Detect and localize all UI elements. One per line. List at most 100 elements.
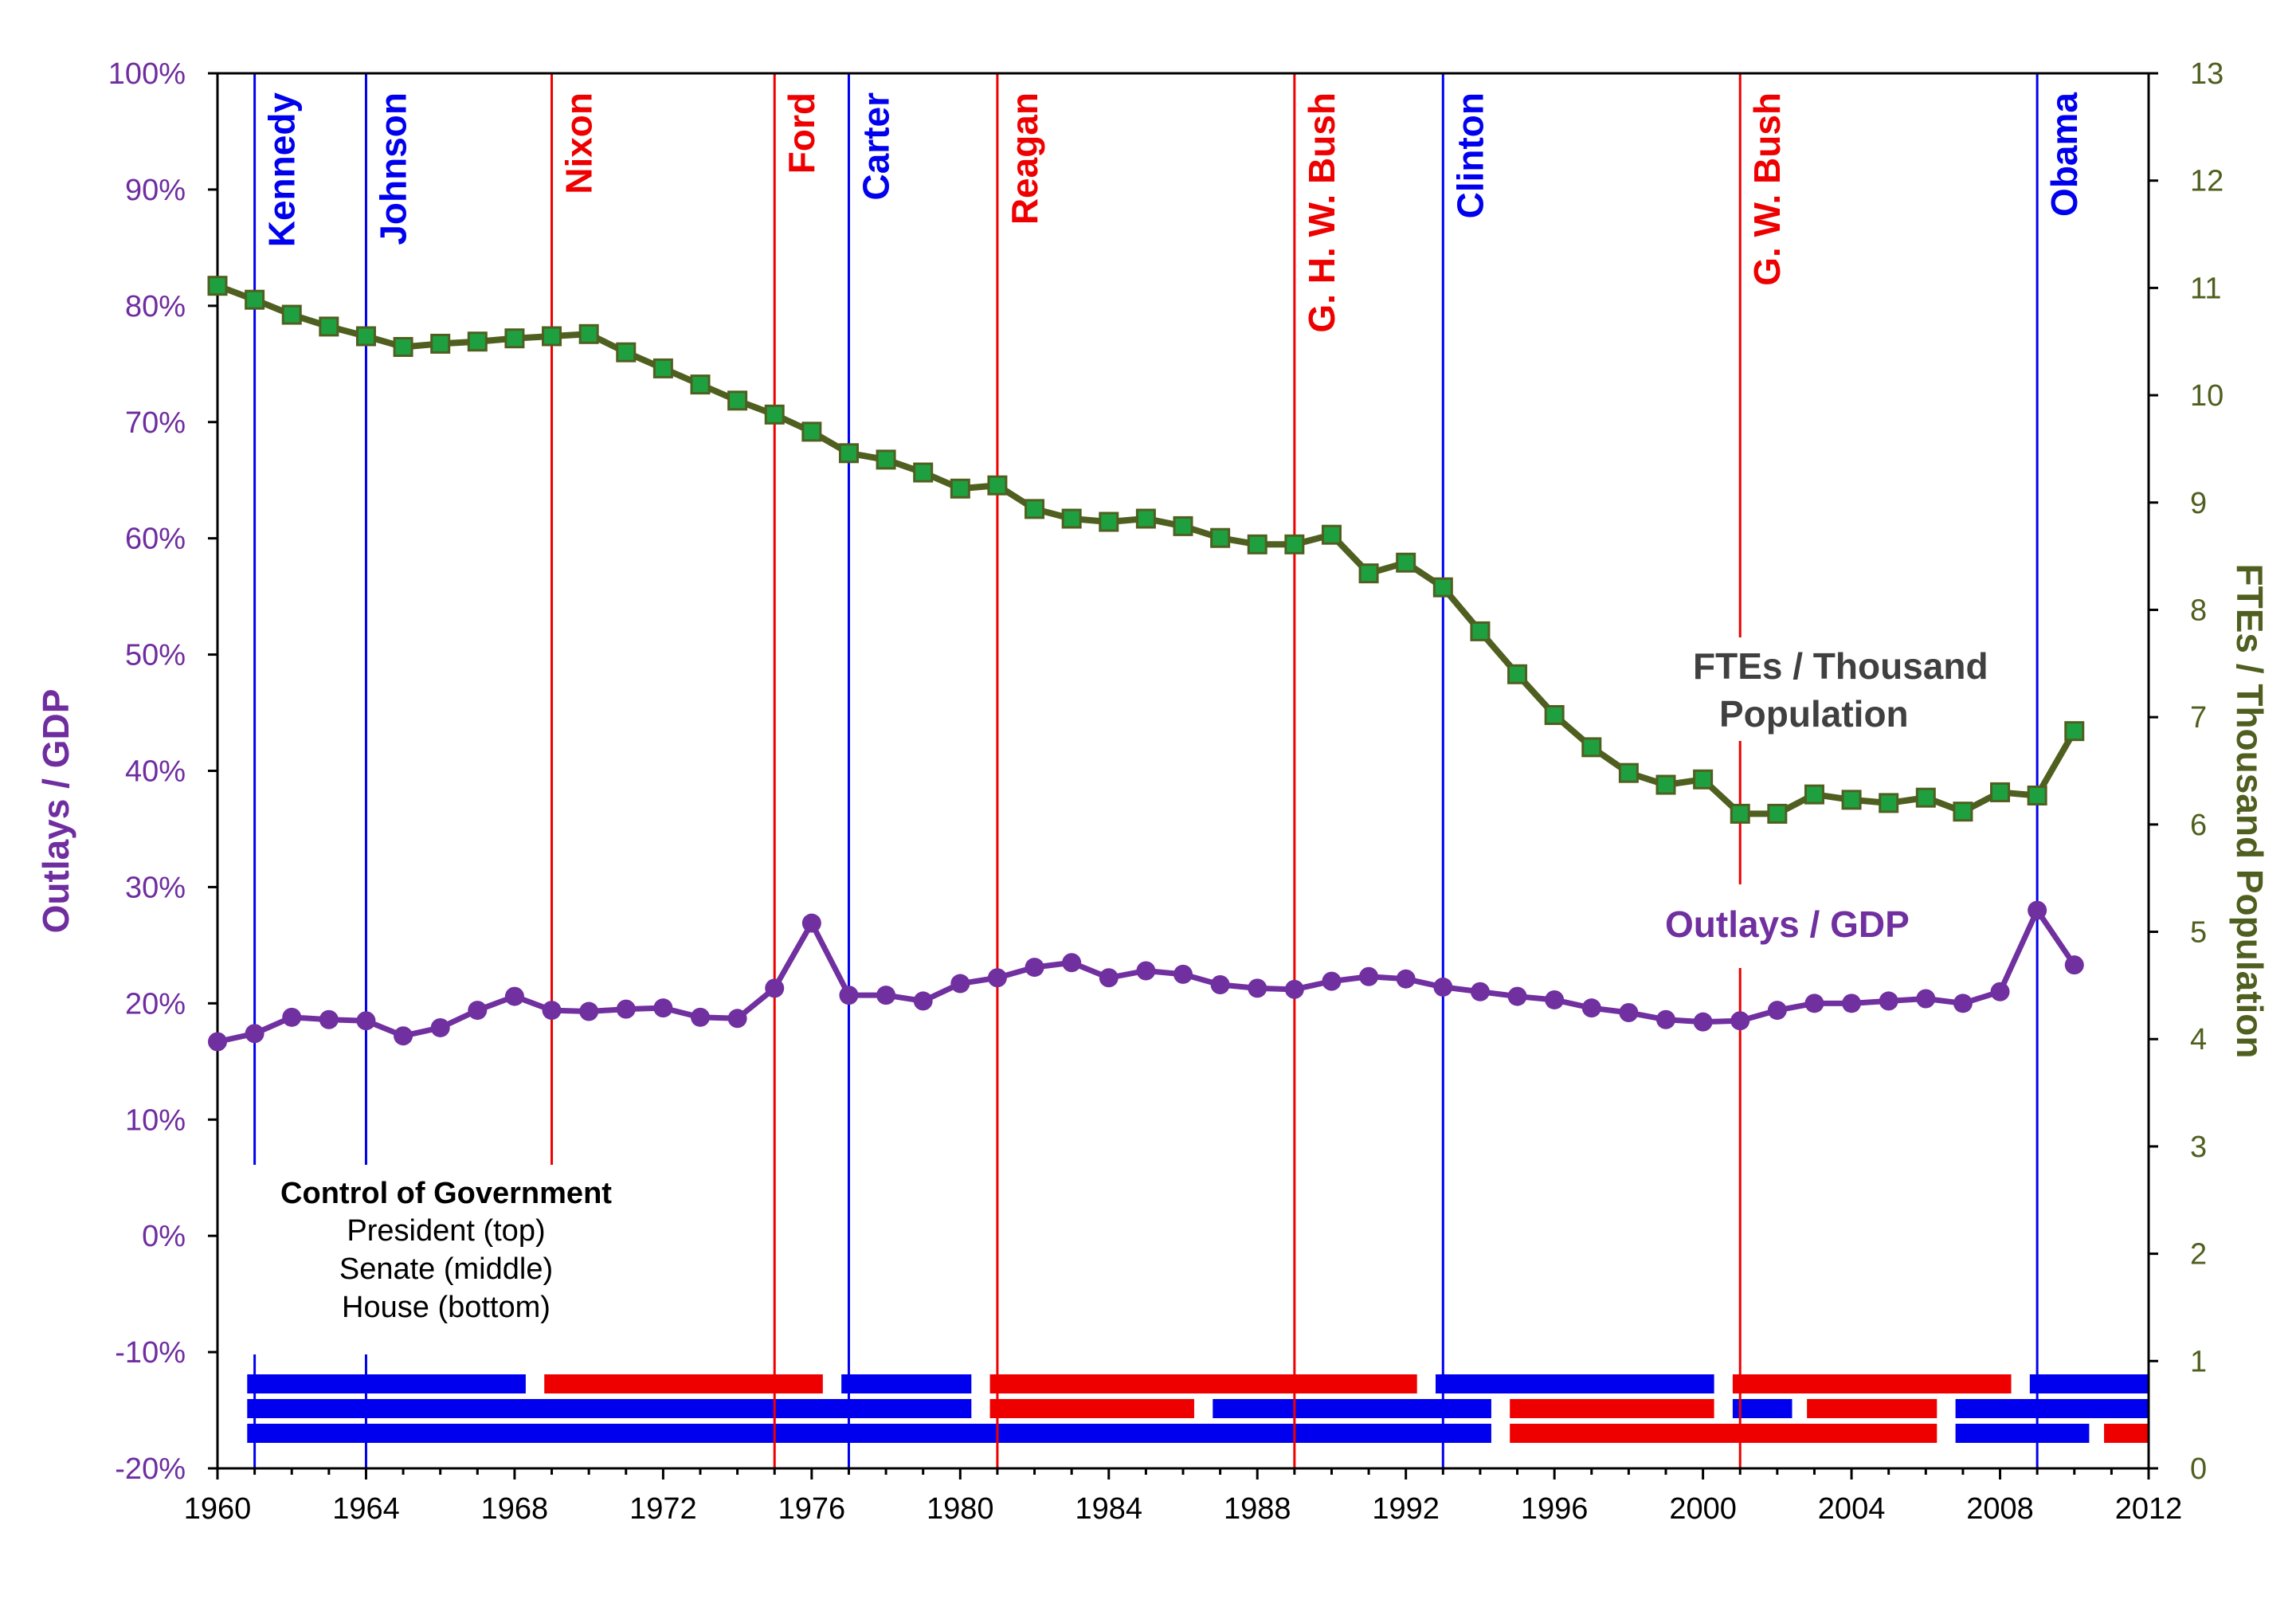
outlays-point <box>1136 961 1156 981</box>
outlays-point <box>1581 998 1601 1018</box>
fte-point <box>1321 524 1342 545</box>
outlays-point <box>1396 969 1416 989</box>
fte-point <box>1730 803 1750 824</box>
fte-point <box>1804 784 1824 805</box>
outlays-point <box>356 1011 376 1031</box>
outlays-point <box>1062 953 1082 973</box>
right-axis-tick-label: 9 <box>2190 487 2207 520</box>
left-axis-tick-label: 0% <box>142 1220 186 1253</box>
fte-series-label-line2: Population <box>1719 693 1909 735</box>
fte-point <box>764 404 785 425</box>
outlays-point <box>1025 958 1044 978</box>
x-axis: 1960 1964 1968 1972 1976 1980 1984 1988 1992 1996… <box>184 1468 2182 1526</box>
left-axis-tick-label: 80% <box>125 290 186 323</box>
outlays-point <box>542 1001 562 1021</box>
fte-point <box>1915 787 1936 808</box>
fte-point <box>1953 802 1973 822</box>
outlays-point <box>1248 978 1268 998</box>
outlays-point <box>282 1007 302 1027</box>
x-axis-tick-label: 1976 <box>778 1492 846 1526</box>
outlays-point <box>1693 1012 1713 1032</box>
president-label-kennedy: Kennedy <box>261 92 303 248</box>
fte-point <box>319 316 339 337</box>
outlays-point <box>394 1026 413 1046</box>
president-label-nixon: Nixon <box>558 92 600 194</box>
fte-point <box>1210 527 1231 548</box>
left-axis-tick-label: 20% <box>125 987 186 1021</box>
control-bar-president <box>1732 1374 2012 1393</box>
right-axis-tick-label: 2 <box>2190 1238 2207 1272</box>
outlays-series-label: Outlays / GDP <box>1665 903 1910 945</box>
fte-point <box>801 421 822 442</box>
fte-point <box>1432 577 1453 598</box>
control-bar-house <box>1955 1424 2090 1443</box>
fte-point <box>504 328 525 349</box>
outlays-point <box>1619 1003 1639 1023</box>
x-axis-tick-label: 1996 <box>1521 1492 1589 1526</box>
right-axis-tick-label: 0 <box>2190 1452 2207 1486</box>
outlays-point <box>468 1001 488 1021</box>
fte-point <box>467 331 488 352</box>
president-label-reagan: Reagan <box>1004 92 1045 225</box>
left-axis-tick-label: 90% <box>125 174 186 207</box>
outlays-point <box>1879 991 1898 1011</box>
outlays-point <box>653 998 673 1018</box>
left-axis-tick-label: -20% <box>115 1452 186 1486</box>
outlays-point <box>801 913 821 933</box>
outlays-point <box>1173 964 1193 984</box>
outlays-point <box>245 1024 264 1044</box>
left-axis-title: Outlays / GDP <box>35 689 76 934</box>
right-axis-tick-label: 7 <box>2190 701 2207 735</box>
outlays-point <box>1804 994 1824 1013</box>
control-bar-senate <box>1732 1399 1793 1418</box>
fte-point <box>1358 563 1379 584</box>
outlays-point <box>430 1017 450 1037</box>
fte-point <box>1173 515 1193 536</box>
x-axis-tick-label: 2000 <box>1669 1492 1737 1526</box>
left-axis-tick-label: 10% <box>125 1103 186 1137</box>
outlays-point <box>319 1009 339 1029</box>
right-axis-tick-label: 10 <box>2190 379 2224 413</box>
labels-group: Kennedy Johnson Nixon Ford Carter Reagan G. H.… <box>261 92 2086 333</box>
fte-point <box>1507 664 1528 684</box>
outlays-point <box>504 986 524 1006</box>
fte-point <box>1470 621 1491 641</box>
fte-point <box>245 289 265 310</box>
fte-point <box>1990 782 2011 802</box>
president-label-obama: Obama <box>2043 92 2085 217</box>
outlays-point <box>1916 989 1936 1009</box>
control-bar-senate <box>1807 1399 1937 1418</box>
fte-point <box>2027 785 2047 805</box>
fte-point <box>1099 511 1119 532</box>
control-legend-line3: House (bottom) <box>342 1291 550 1324</box>
right-axis-title: FTEs / Thousand Population <box>2229 564 2271 1059</box>
fte-point <box>652 358 673 378</box>
control-bars <box>247 1374 2149 1443</box>
fte-point <box>1247 534 1268 555</box>
right-axis-tick-label: 6 <box>2190 809 2207 842</box>
fte-point <box>616 342 637 363</box>
president-label-ford: Ford <box>781 92 822 174</box>
left-axis-tick-label: 100% <box>108 57 186 91</box>
control-bar-senate <box>1213 1399 1491 1418</box>
left-axis: 100% 90% 80% 70% 60% 50% 40% 30% 20% 10% 0% -10% -20… <box>108 57 217 1486</box>
left-axis-tick-label: 70% <box>125 406 186 440</box>
x-axis-tick-label: 1968 <box>481 1492 549 1526</box>
control-bar-house <box>1510 1424 1937 1443</box>
fte-point <box>1693 769 1714 790</box>
outlays-point <box>839 986 859 1005</box>
left-axis-tick-label: 50% <box>125 639 186 672</box>
outlays-point <box>1842 994 1862 1013</box>
fte-point <box>1767 803 1788 824</box>
outlays-point <box>1470 982 1490 1001</box>
fte-point <box>1025 499 1045 519</box>
outlays-point <box>876 986 896 1005</box>
control-bar-president <box>989 1374 1417 1393</box>
fte-point <box>913 462 934 483</box>
outlays-point <box>1359 966 1379 986</box>
outlays-point <box>208 1032 227 1052</box>
fte-point <box>355 326 376 347</box>
x-axis-tick-label: 1988 <box>1224 1492 1291 1526</box>
series-group <box>207 276 2085 1052</box>
